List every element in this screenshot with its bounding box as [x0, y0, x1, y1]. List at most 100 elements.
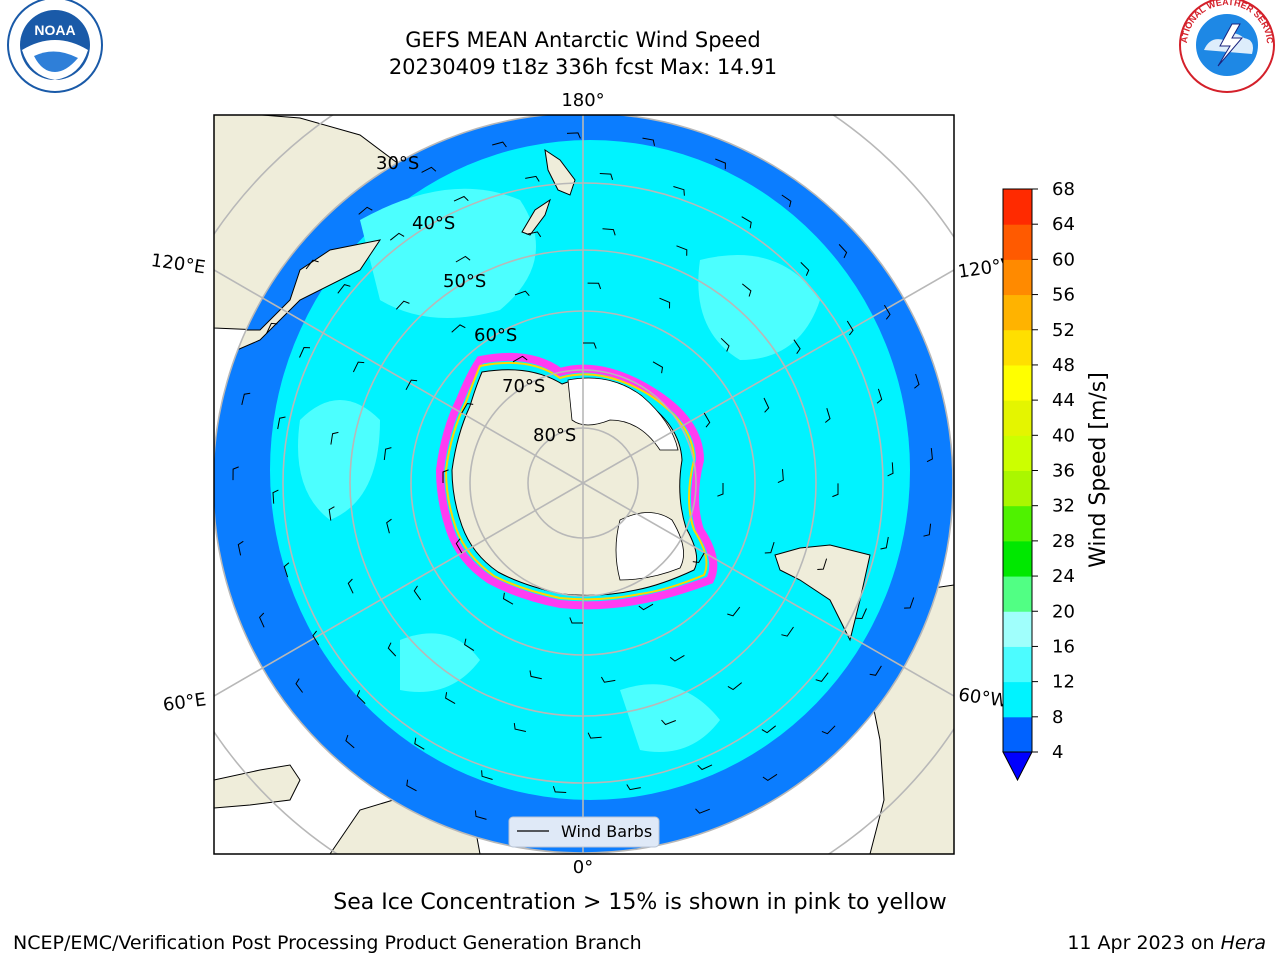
- wind-barb: [345, 734, 355, 749]
- wind-speed-patch: [620, 684, 720, 752]
- wind-barb: [642, 137, 655, 146]
- colorbar-tick-label: 48: [1052, 355, 1075, 376]
- wind-barb: [914, 373, 920, 389]
- wind-barb: [566, 132, 581, 139]
- wind-barb: [887, 462, 894, 477]
- footer-host: Hera: [1220, 932, 1266, 954]
- colorbar-tick-label: 32: [1052, 496, 1075, 517]
- wind-barb: [442, 469, 449, 483]
- wind-barb: [883, 304, 891, 320]
- wind-barb: [727, 606, 741, 617]
- colorbar-tick-label: 68: [1052, 179, 1075, 200]
- wind-barb: [763, 397, 770, 413]
- wind-barb: [569, 617, 583, 624]
- lat-label-70s: 70°S: [502, 376, 545, 397]
- colorbar-tick-label: 24: [1052, 566, 1075, 587]
- wind-speed-patch: [400, 633, 480, 692]
- wind-barb: [697, 764, 713, 771]
- colorbar-segment: [1003, 259, 1032, 296]
- wind-speed-patch: [298, 400, 380, 520]
- lon-label-0: 0°: [573, 857, 593, 878]
- wind-barb: [352, 361, 365, 373]
- wind-barb: [295, 678, 303, 693]
- colorbar-segment: [1003, 329, 1032, 366]
- land-south-america-tip: [774, 544, 871, 642]
- wind-barb: [237, 540, 244, 556]
- wind-barb: [386, 518, 392, 534]
- colorbar-tick-label: 12: [1052, 672, 1075, 693]
- wind-barb: [741, 283, 752, 297]
- colorbar-segment: [1003, 505, 1032, 542]
- colorbar-extend-arrow: [1002, 751, 1033, 782]
- colorbar-segment: [1003, 435, 1032, 471]
- wind-barb: [880, 536, 889, 550]
- wind-barb: [926, 448, 933, 463]
- wind-barb: [525, 175, 540, 182]
- latitude-labels: 30°S 40°S 50°S 60°S 70°S 80°S: [376, 153, 576, 446]
- colorbar-tick-label: 20: [1052, 601, 1075, 622]
- wind-barb: [513, 723, 527, 732]
- colorbar-tick-label: 64: [1052, 214, 1075, 235]
- wind-barb: [358, 206, 373, 215]
- wind-barb: [793, 339, 801, 354]
- colorbar-label: Wind Speed [m/s]: [1086, 372, 1111, 568]
- colorbar-tick-label: 36: [1052, 461, 1075, 482]
- map-frame: [213, 114, 955, 855]
- map-area: [214, 115, 954, 854]
- wind-barb: [869, 665, 882, 676]
- wind-barb: [846, 320, 854, 336]
- colorbar-segment: [1003, 681, 1032, 718]
- wind-barb: [587, 732, 602, 739]
- lon-label-60e: 60°E: [162, 689, 208, 716]
- wind-barb: [283, 562, 290, 578]
- wind-barb: [583, 342, 597, 349]
- nws-logo: NATIONAL WEATHER SERVICE: [0, 0, 1275, 93]
- map-legend: Wind Barbs: [508, 816, 660, 848]
- colorbar-tick-label: 44: [1052, 390, 1075, 411]
- lat-label-30s: 30°S: [376, 153, 419, 174]
- wind-barb: [347, 578, 354, 594]
- noaa-logo-text: NOAA: [34, 22, 75, 38]
- colorbar-segment: [1003, 224, 1032, 260]
- chart-subtitle: 20230409 t18z 336h fcst Max: 14.91: [388, 55, 778, 79]
- noaa-logo: NOAA: [7, 0, 103, 93]
- wind-barb: [764, 541, 775, 554]
- colorbar-tick-label: 40: [1052, 425, 1075, 446]
- colorbar-segment: [1003, 611, 1032, 647]
- wind-barb: [552, 786, 567, 793]
- wind-barb: [715, 158, 726, 170]
- colorbar-tick-label: 8: [1052, 707, 1063, 728]
- wind-speed-patch: [698, 255, 820, 360]
- ross-ice-shelf: [567, 377, 679, 451]
- lat-label-80s: 80°S: [533, 425, 576, 446]
- colorbar-segment: [1003, 540, 1032, 577]
- caption: Sea Ice Concentration > 15% is shown in …: [333, 890, 947, 915]
- wind-barb: [626, 784, 641, 791]
- wind-barb: [824, 408, 831, 423]
- wind-barb: [474, 810, 487, 820]
- wind-barb: [800, 262, 810, 276]
- wind-barb: [855, 608, 867, 620]
- sea-ice-edge: [435, 352, 718, 610]
- wind-barb: [923, 523, 932, 537]
- wind-speed-patch: [360, 188, 536, 318]
- footer-credit: NCEP/EMC/Verification Post Processing Pr…: [13, 932, 642, 954]
- colorbar-segment: [1003, 716, 1032, 753]
- wind-barb: [414, 737, 425, 750]
- footer-date: 11 Apr 2023 on Hera: [1067, 932, 1266, 954]
- wind-barb: [299, 346, 311, 358]
- wind-barb: [421, 166, 437, 173]
- colorbar-segment: [1003, 646, 1032, 683]
- land-new-zealand: [521, 148, 576, 236]
- wind-barb: [387, 642, 397, 657]
- colorbar-tick-label: 60: [1052, 249, 1075, 270]
- wind-barb: [599, 173, 614, 180]
- wind-barb: [838, 244, 848, 259]
- wind-barb: [312, 630, 320, 646]
- wind-barb: [876, 388, 883, 404]
- wind-barb: [464, 638, 475, 652]
- wind-barb: [529, 670, 542, 680]
- wind-barb: [659, 297, 671, 309]
- colorbar-segment: [1003, 470, 1032, 507]
- wind-barb: [481, 770, 493, 780]
